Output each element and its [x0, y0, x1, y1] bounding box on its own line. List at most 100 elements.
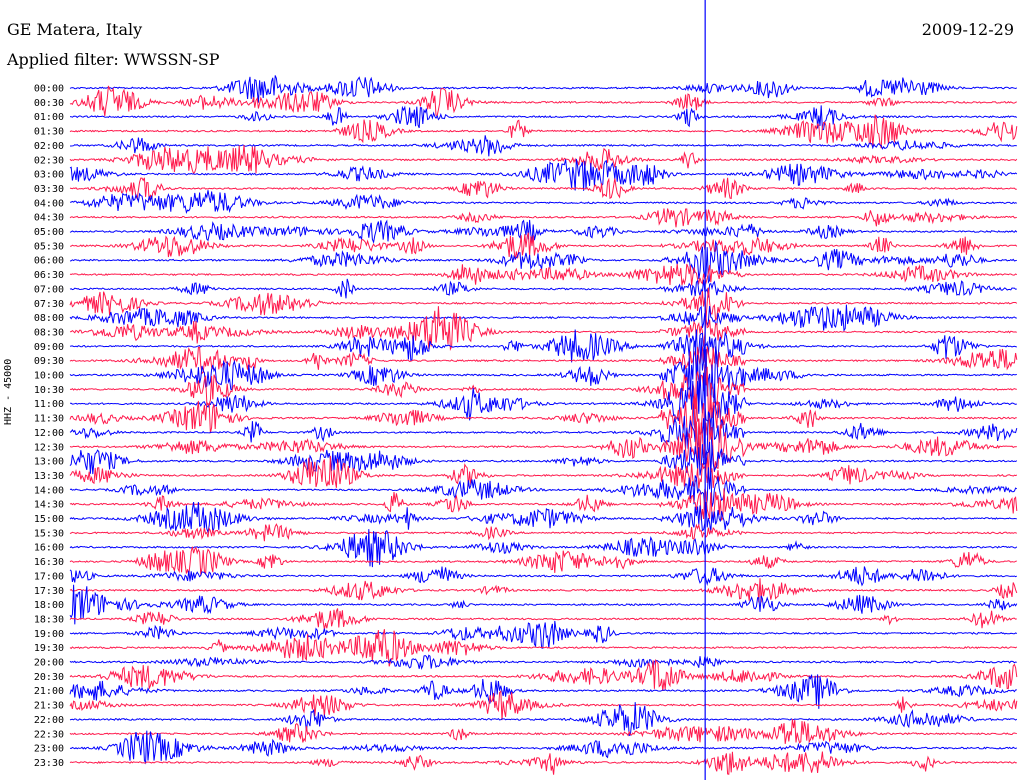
trace-line [69, 263, 1018, 286]
row-time-label: 11:30 [34, 414, 64, 425]
row-time-label: 11:00 [34, 399, 64, 410]
row-time-label: 15:30 [34, 528, 64, 539]
trace-line [69, 219, 1018, 244]
trace-line [69, 85, 1017, 117]
row-time-label: 22:00 [34, 715, 64, 726]
trace-line [69, 467, 1018, 511]
row-time-label: 01:00 [34, 112, 64, 123]
trace-line [69, 145, 1018, 175]
trace-line [69, 158, 1018, 191]
row-time-label: 07:00 [34, 284, 64, 295]
row-time-label: 14:30 [34, 500, 64, 511]
trace-line [69, 566, 1018, 587]
filter-label: Applied filter: WWSSN-SP [7, 50, 220, 69]
row-time-label: 02:30 [34, 155, 64, 166]
row-time-label: 09:00 [34, 342, 64, 353]
trace-line [69, 190, 1018, 215]
trace-line [69, 529, 1018, 568]
trace-line [69, 418, 1017, 479]
row-time-label: 23:00 [34, 744, 64, 755]
row-time-label: 00:30 [34, 98, 64, 109]
trace-line [69, 501, 1017, 534]
trace-line [69, 346, 1018, 375]
trace-line [69, 287, 1018, 322]
row-time-label: 22:30 [34, 729, 64, 740]
row-time-label: 12:30 [34, 442, 64, 453]
trace-line [69, 208, 1017, 228]
row-time-label: 20:30 [34, 672, 64, 683]
trace-line [69, 232, 1018, 260]
row-time-label: 18:30 [34, 614, 64, 625]
row-time-label: 05:30 [34, 241, 64, 252]
trace-line [69, 578, 1018, 603]
trace-line [69, 702, 1018, 737]
row-time-label: 17:30 [34, 586, 64, 597]
trace-line [69, 455, 1018, 489]
row-time-label: 10:00 [34, 371, 64, 382]
row-time-label: 04:00 [34, 198, 64, 209]
row-label-group: 00:00 00:30 01:00 01:30 02:00 02:30 03:00 03:30… [34, 84, 64, 769]
row-time-label: 20:00 [34, 658, 64, 669]
row-time-label: 16:00 [34, 543, 64, 554]
trace-line [69, 337, 1017, 412]
trace-line [69, 488, 1018, 521]
trace-line [69, 584, 1018, 625]
trace-line [69, 654, 1017, 670]
row-time-label: 17:00 [34, 571, 64, 582]
trace-line [69, 239, 1017, 284]
row-time-label: 03:00 [34, 170, 64, 181]
row-time-label: 19:00 [34, 629, 64, 640]
row-time-label: 03:30 [34, 184, 64, 195]
trace-line [69, 364, 1017, 415]
date-label: 2009-12-29 [921, 20, 1014, 39]
trace-line [69, 690, 1018, 721]
trace-line [69, 304, 1017, 332]
trace-line [69, 105, 1018, 131]
row-time-label: 07:30 [34, 299, 64, 310]
trace-line [69, 719, 1017, 744]
row-time-label: 23:30 [34, 758, 64, 769]
trace-line [69, 278, 1017, 299]
trace-line [69, 441, 1018, 476]
row-time-label: 12:00 [34, 428, 64, 439]
row-time-label: 00:00 [34, 84, 64, 95]
trace-line [69, 523, 1017, 542]
trace-line [69, 659, 1018, 692]
trace-line [69, 674, 1017, 709]
row-time-label: 13:30 [34, 471, 64, 482]
row-time-label: 19:30 [34, 643, 64, 654]
row-time-label: 04:30 [34, 213, 64, 224]
row-time-label: 09:30 [34, 356, 64, 367]
trace-line [69, 75, 1018, 103]
row-time-label: 05:00 [34, 227, 64, 238]
row-time-label: 10:30 [34, 385, 64, 396]
trace-line [69, 306, 1017, 351]
trace-line [69, 329, 1017, 365]
row-time-label: 06:30 [34, 270, 64, 281]
trace-line [70, 135, 1017, 157]
row-time-label: 16:30 [34, 557, 64, 568]
trace-line [69, 114, 1018, 149]
trace-line [69, 608, 1017, 630]
trace-line [69, 751, 1017, 775]
row-time-label: 18:00 [34, 600, 64, 611]
row-time-label: 08:30 [34, 327, 64, 338]
row-time-label: 01:30 [34, 127, 64, 138]
trace-line [69, 371, 1017, 431]
row-time-label: 21:30 [34, 701, 64, 712]
row-time-label: 14:00 [34, 485, 64, 496]
row-time-label: 02:00 [34, 141, 64, 152]
row-time-label: 13:00 [34, 457, 64, 468]
trace-line [69, 177, 1017, 201]
trace-group [69, 0, 1018, 780]
trace-line [69, 411, 1018, 464]
row-time-label: 15:00 [34, 514, 64, 525]
trace-line [69, 393, 1017, 443]
row-time-label: 21:00 [34, 686, 64, 697]
trace-line [69, 546, 1017, 576]
trace-line [69, 730, 1018, 765]
trace-line [69, 620, 1017, 649]
row-time-label: 06:00 [34, 256, 64, 267]
station-title: GE Matera, Italy [7, 20, 143, 39]
